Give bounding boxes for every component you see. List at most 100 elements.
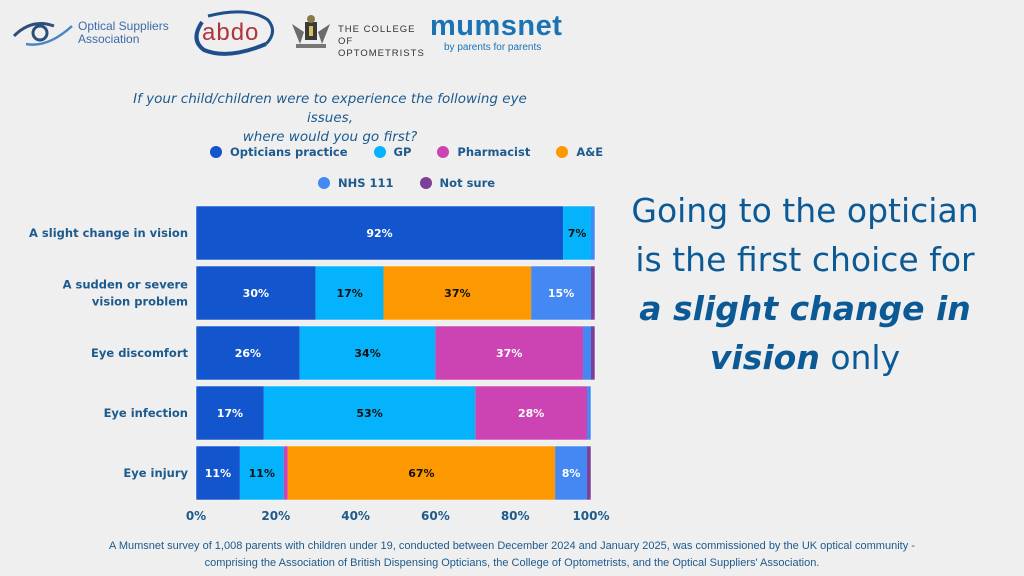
category-label: Eye infection <box>104 406 188 420</box>
data-label-opticians-practice: 11% <box>205 467 231 480</box>
x-tick-label: 0% <box>186 509 206 523</box>
data-label-opticians-practice: 26% <box>235 347 261 360</box>
legend-row-2: NHS 111 Not sure <box>318 176 495 190</box>
bar-segment-opticians-practice <box>196 386 264 440</box>
bar-segment-nhs-111 <box>555 446 588 500</box>
headline-emphasis: a slight change in vision <box>639 289 971 377</box>
coat-of-arms-icon <box>292 15 330 48</box>
category-label-line: A slight change in vision <box>29 226 188 240</box>
data-label-pharmacist: 37% <box>496 347 522 360</box>
bar-segment-pharmacist <box>283 446 288 500</box>
bar-segment-gp <box>263 386 476 440</box>
legend-row-1: Opticians practice GP Pharmacist A&E <box>210 145 603 159</box>
x-tick-label: 20% <box>261 509 290 523</box>
bar-segment-pharmacist <box>475 386 588 440</box>
headline-part1: Going to the optician is the first choic… <box>631 191 979 279</box>
bar-segment-pharmacist <box>435 326 584 380</box>
legend-label-opticians: Opticians practice <box>230 145 348 159</box>
legend-label-pharmacist: Pharmacist <box>457 145 531 159</box>
bar-segment-not-sure <box>591 326 595 380</box>
college-of-optometrists-logo: THE COLLEGE OF OPTOMETRISTS <box>290 14 424 59</box>
legend-dot-opticians <box>210 146 222 158</box>
category-label-line: Eye infection <box>104 406 188 420</box>
x-tick-label: 60% <box>421 509 450 523</box>
abdo-swoosh-icon <box>194 10 274 56</box>
legend-item-pharmacist: Pharmacist <box>437 145 530 159</box>
bar-segment-gp <box>315 266 384 320</box>
college-line1: THE COLLEGE OF <box>338 24 416 47</box>
legend-label-nhs111: NHS 111 <box>338 176 394 190</box>
headline: Going to the optician is the first choic… <box>630 186 980 382</box>
bar-segment-opticians-practice <box>196 266 316 320</box>
legend-item-not-sure: Not sure <box>419 176 496 190</box>
bar-segment-gp <box>563 206 592 260</box>
eye-icon <box>12 22 73 46</box>
data-label-gp: 53% <box>356 407 382 420</box>
data-label-gp: 7% <box>568 227 587 240</box>
data-label-a-e: 37% <box>444 287 470 300</box>
bar-outline <box>195 445 592 501</box>
bar-segment-not-sure <box>591 266 595 320</box>
bar-segment-nhs-111 <box>591 206 595 260</box>
category-label-line: Eye discomfort <box>91 346 188 360</box>
legend-dot-not-sure <box>419 177 432 189</box>
category-label-line: vision problem <box>92 295 188 309</box>
abdo-logo: abdo <box>188 10 280 56</box>
category-label: A slight change in vision <box>29 226 188 240</box>
footnote-line2: comprising the Association of British Di… <box>204 557 820 569</box>
mumsnet-logo: mumsnet by parents for parents <box>430 10 562 58</box>
bar-segment-nhs-111 <box>531 266 592 320</box>
legend-label-ae: A&E <box>576 145 604 159</box>
osa-line2: Association <box>78 32 140 46</box>
college-line2: OPTOMETRISTS <box>338 48 425 59</box>
data-label-pharmacist: 28% <box>518 407 544 420</box>
x-tick-label: 40% <box>341 509 370 523</box>
bar-segment-a-e <box>383 266 532 320</box>
logo-bar: Optical Suppliers Association abdo THE C… <box>0 0 562 70</box>
bar-outline <box>195 265 596 321</box>
data-label-gp: 34% <box>354 347 380 360</box>
data-label-a-e: 67% <box>408 467 434 480</box>
osa-line1: Optical Suppliers <box>78 19 169 33</box>
bar-segment-nhs-111 <box>583 326 592 380</box>
data-label-opticians-practice: 30% <box>243 287 269 300</box>
legend-label-gp: GP <box>393 145 412 159</box>
data-label-gp: 17% <box>336 287 362 300</box>
legend-item-opticians: Opticians practice <box>210 145 348 159</box>
bar-outline <box>195 205 596 261</box>
bar-segment-nhs-111 <box>587 386 592 440</box>
chart-title-line2: where would you go first? <box>242 129 418 145</box>
stacked-bar-chart: A slight change in vision 92% 7% A sudden o… <box>29 205 610 523</box>
chart-title: If your child/children were to experienc… <box>110 90 550 147</box>
data-label-nhs-111: 15% <box>548 287 574 300</box>
footnote: A Mumsnet survey of 1,008 parents with c… <box>0 538 1024 572</box>
category-label-line: A sudden or severe <box>63 278 189 292</box>
legend-item-gp: GP <box>373 145 412 159</box>
legend-dot-ae <box>556 146 569 158</box>
data-label-nhs-111: 8% <box>562 467 581 480</box>
bar-segment-opticians-practice <box>196 206 564 260</box>
data-label-opticians-practice: 92% <box>366 227 392 240</box>
bar-segment-gp <box>299 326 436 380</box>
mumsnet-wordmark: mumsnet <box>430 10 563 42</box>
legend-dot-pharmacist <box>437 146 450 158</box>
bar-segment-not-sure <box>587 446 592 500</box>
abdo-text: abdo <box>202 19 260 46</box>
chart-title-line1: If your child/children were to experienc… <box>133 91 527 126</box>
bar-segment-gp <box>239 446 284 500</box>
bar-segment-a-e <box>287 446 556 500</box>
legend-item-nhs111: NHS 111 <box>318 176 394 190</box>
category-label: A sudden or severe vision problem <box>63 278 189 309</box>
bar-outline <box>195 325 596 381</box>
legend-item-ae: A&E <box>556 145 603 159</box>
category-label: Eye injury <box>123 466 188 480</box>
bar-segment-opticians-practice <box>196 446 240 500</box>
legend-dot-gp <box>373 146 386 158</box>
x-tick-label: 80% <box>501 509 530 523</box>
x-tick-label: 100% <box>572 509 609 523</box>
data-label-opticians-practice: 17% <box>217 407 243 420</box>
legend-label-not-sure: Not sure <box>439 176 496 190</box>
data-label-gp: 11% <box>249 467 275 480</box>
bar-segment-opticians-practice <box>196 326 300 380</box>
footnote-line1: A Mumsnet survey of 1,008 parents with c… <box>109 540 915 552</box>
